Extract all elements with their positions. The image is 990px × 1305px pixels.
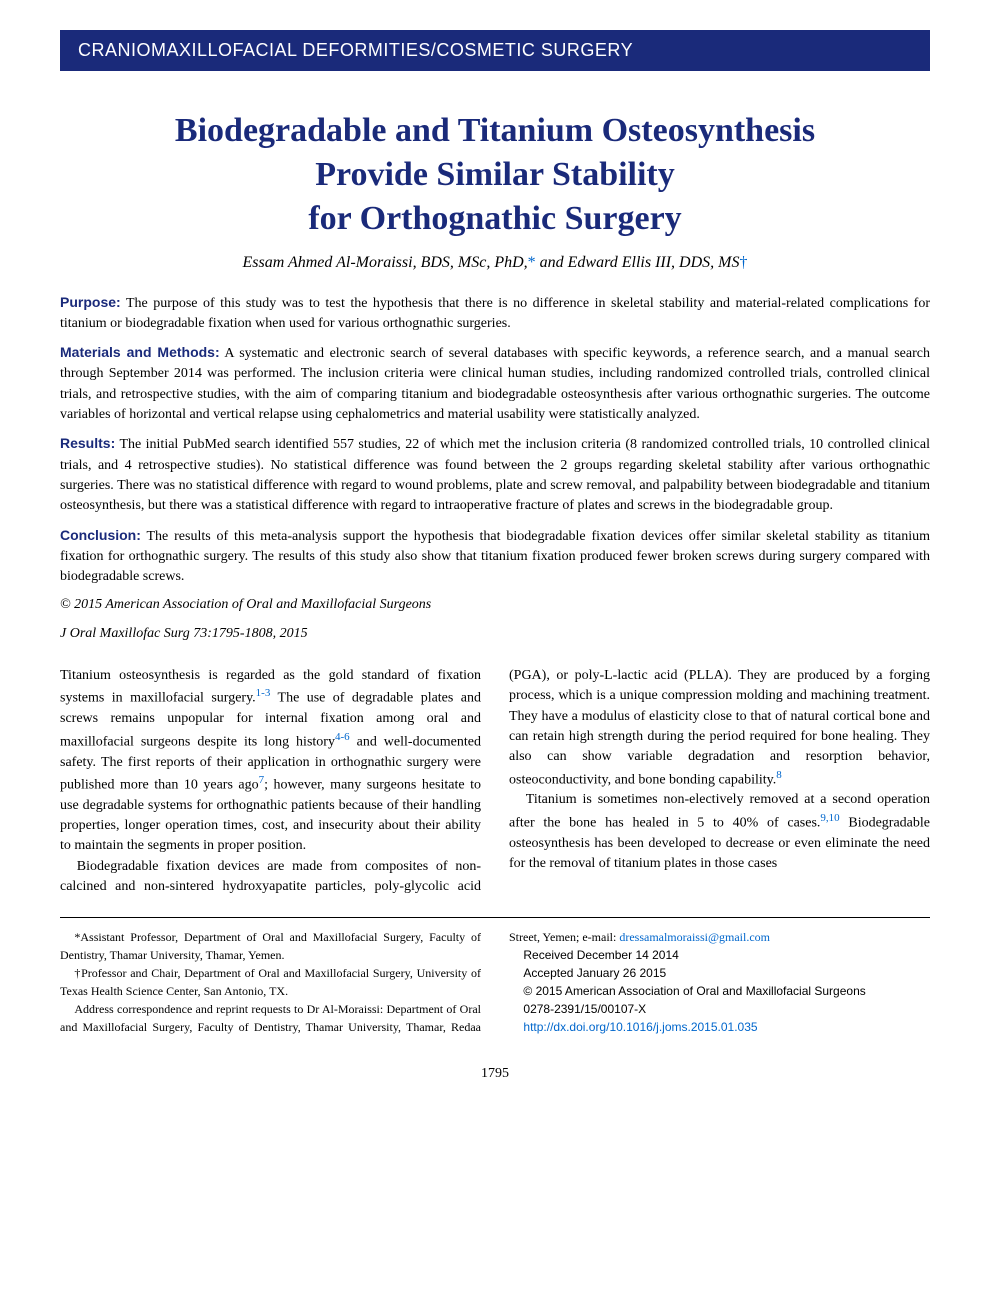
- footer-block: *Assistant Professor, Department of Oral…: [60, 928, 930, 1036]
- email-link[interactable]: dressamalmoraissi@gmail.com: [619, 930, 770, 944]
- page-number: 1795: [60, 1066, 930, 1082]
- title-line-2: Provide Similar Stability: [315, 156, 675, 193]
- author-1: Essam Ahmed Al-Moraissi, BDS, MSc, PhD,: [242, 254, 527, 271]
- citation-link-4[interactable]: 8: [776, 769, 782, 781]
- purpose-text: The purpose of this study was to test th…: [60, 296, 930, 331]
- methods-label: Materials and Methods:: [60, 344, 220, 360]
- conclusion-text: The results of this meta-analysis suppor…: [60, 529, 930, 585]
- title-line-1: Biodegradable and Titanium Osteosynthesi…: [175, 112, 815, 149]
- affiliation-1: *Assistant Professor, Department of Oral…: [60, 928, 481, 964]
- abstract-block: Purpose: The purpose of this study was t…: [60, 292, 930, 644]
- results-text: The initial PubMed search identified 557…: [60, 437, 930, 513]
- author-2: Edward Ellis III, DDS, MS: [568, 254, 740, 271]
- article-title: Biodegradable and Titanium Osteosynthesi…: [60, 109, 930, 242]
- citation-link-5[interactable]: 9,10: [820, 812, 839, 824]
- accepted-date: Accepted January 26 2015: [509, 964, 930, 982]
- purpose-label: Purpose:: [60, 294, 121, 310]
- footer-copyright: © 2015 American Association of Oral and …: [509, 982, 930, 1000]
- affiliation-2: †Professor and Chair, Department of Oral…: [60, 964, 481, 1000]
- issn: 0278-2391/15/00107-X: [509, 1000, 930, 1018]
- conclusion-label: Conclusion:: [60, 527, 141, 543]
- section-banner: CRANIOMAXILLOFACIAL DEFORMITIES/COSMETIC…: [60, 30, 930, 71]
- journal-citation: J Oral Maxillofac Surg 73:1795-1808, 201…: [60, 624, 930, 644]
- citation-link-1[interactable]: 1-3: [256, 687, 271, 699]
- author-line: Essam Ahmed Al-Moraissi, BDS, MSc, PhD,*…: [60, 254, 930, 272]
- copyright-line: © 2015 American Association of Oral and …: [60, 595, 930, 615]
- footer-divider: [60, 917, 930, 918]
- affiliation-mark-1[interactable]: *: [528, 254, 536, 271]
- doi-link[interactable]: http://dx.doi.org/10.1016/j.joms.2015.01…: [523, 1020, 757, 1034]
- received-date: Received December 14 2014: [509, 946, 930, 964]
- body-text: Titanium osteosynthesis is regarded as t…: [60, 666, 930, 897]
- affiliation-mark-2[interactable]: †: [740, 254, 748, 271]
- results-label: Results:: [60, 435, 115, 451]
- citation-link-2[interactable]: 4-6: [335, 731, 350, 743]
- author-joiner: and: [536, 254, 568, 271]
- title-line-3: for Orthognathic Surgery: [308, 200, 681, 237]
